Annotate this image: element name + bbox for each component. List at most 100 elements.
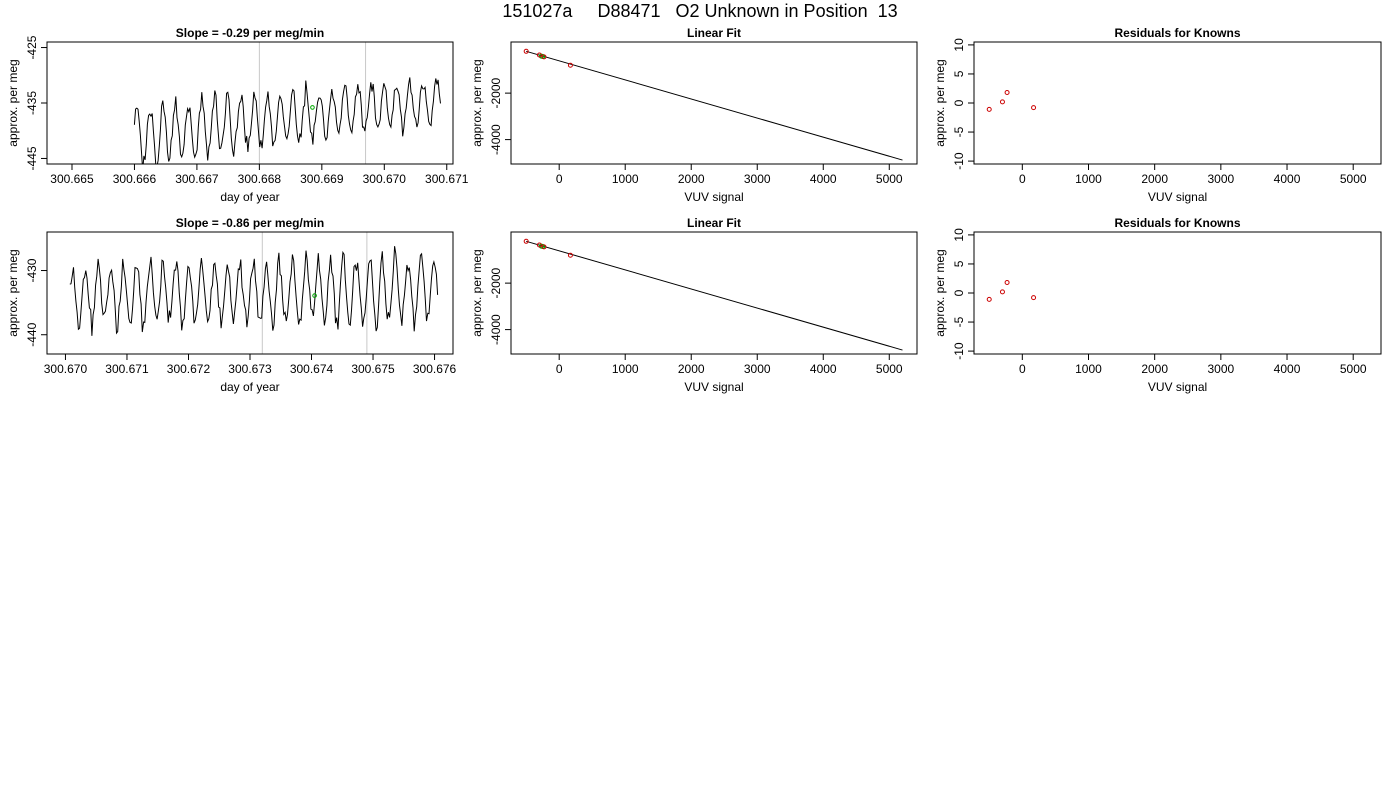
x-tick-label: 300.673 <box>228 362 272 376</box>
plot-frame <box>510 41 918 165</box>
x-tick-label: 2000 <box>678 172 705 186</box>
x-tick-label: 5000 <box>1340 172 1367 186</box>
x-axis-label: VUV signal <box>1148 190 1207 204</box>
x-tick-label: 1000 <box>1075 362 1102 376</box>
known-point <box>536 242 542 248</box>
chart-title: Slope = -0.86 per meg/min <box>176 216 324 230</box>
known-point <box>986 296 992 302</box>
unknown-point <box>310 105 315 110</box>
x-tick-label: 4000 <box>1274 172 1301 186</box>
y-tick-label: -2000 <box>489 77 503 108</box>
x-tick-label: 1000 <box>1075 172 1102 186</box>
chart-resid-top: Residuals for Knowns 0 1000 2000 3000 4000 500… <box>933 26 1382 204</box>
x-tick-label: 1000 <box>612 172 639 186</box>
chart-resid-bottom: Residuals for Knowns 0 1000 2000 3000 4000 500… <box>933 216 1382 394</box>
known-point <box>523 238 529 244</box>
series-line <box>133 77 441 164</box>
x-tick-label: 3000 <box>744 172 771 186</box>
x-tick-label: 300.668 <box>238 172 282 186</box>
plot-frame <box>46 231 454 355</box>
y-tick-label: 5 <box>952 260 966 267</box>
x-tick-label: 3000 <box>1207 172 1234 186</box>
x-axis-label: day of year <box>220 190 279 204</box>
series-line <box>69 246 439 336</box>
plot-area <box>986 280 1037 302</box>
y-tick-label: 10 <box>952 38 966 52</box>
known-point <box>1004 90 1010 96</box>
fit-line <box>526 50 903 161</box>
chart-title: Linear Fit <box>687 216 741 230</box>
y-tick-label: 5 <box>952 70 966 77</box>
known-point <box>986 106 992 112</box>
y-tick-label: -435 <box>25 91 39 115</box>
y-tick-label: -430 <box>25 258 39 282</box>
y-tick-label: -425 <box>25 35 39 59</box>
plot-area <box>986 90 1037 112</box>
x-tick-label: 300.670 <box>44 362 88 376</box>
x-tick-label: 300.674 <box>290 362 334 376</box>
known-point <box>1031 295 1037 301</box>
page-title: 151027a D88471 O2 Unknown in Position 13 <box>502 1 898 21</box>
y-tick-label: -440 <box>25 322 39 346</box>
x-tick-label: 300.669 <box>300 172 344 186</box>
plot-frame <box>973 41 1382 165</box>
y-axis-label: approx. per meg <box>470 249 484 336</box>
x-tick-label: 1000 <box>612 362 639 376</box>
x-tick-label: 0 <box>1019 172 1026 186</box>
chart-title: Linear Fit <box>687 26 741 40</box>
plot-frame <box>973 231 1382 355</box>
known-point <box>536 52 542 58</box>
y-tick-label: 0 <box>952 99 966 106</box>
plot-frame <box>46 41 454 165</box>
y-tick-label: -5 <box>952 316 966 327</box>
chart-fit-top: Linear Fit 0 1000 2000 3000 4000 5000 -4000 -200… <box>470 26 918 204</box>
x-tick-label: 300.671 <box>425 172 469 186</box>
fit-line <box>526 240 903 351</box>
known-point <box>567 252 573 258</box>
chart-fit-bottom: Linear Fit 0 1000 2000 3000 4000 5000 -4000 -200… <box>470 216 918 394</box>
x-tick-label: 300.675 <box>351 362 395 376</box>
known-point <box>1004 280 1010 286</box>
known-point <box>1031 105 1037 111</box>
known-point <box>999 289 1005 295</box>
plot-area <box>69 232 439 354</box>
plot-area <box>523 238 903 351</box>
x-tick-label: 2000 <box>1141 172 1168 186</box>
y-tick-label: 10 <box>952 228 966 242</box>
chart-time-top: Slope = -0.29 per meg/min 300.665 300.666 3… <box>6 26 469 204</box>
chart-title: Slope = -0.29 per meg/min <box>176 26 324 40</box>
known-point <box>523 48 529 54</box>
x-tick-label: 300.665 <box>50 172 94 186</box>
x-tick-label: 300.672 <box>167 362 211 376</box>
x-tick-label: 3000 <box>744 362 771 376</box>
x-tick-label: 5000 <box>1340 362 1367 376</box>
x-tick-label: 0 <box>1019 362 1026 376</box>
x-tick-label: 5000 <box>876 362 903 376</box>
y-tick-label: -445 <box>25 146 39 170</box>
y-axis-label: approx. per meg <box>933 249 947 336</box>
plot-area <box>133 42 441 164</box>
x-axis-label: day of year <box>220 380 279 394</box>
unknown-point <box>312 293 317 298</box>
y-tick-label: -4000 <box>489 124 503 155</box>
x-tick-label: 300.671 <box>105 362 149 376</box>
x-axis-label: VUV signal <box>684 380 743 394</box>
x-tick-label: 2000 <box>1141 362 1168 376</box>
x-tick-label: 0 <box>556 172 563 186</box>
x-tick-label: 300.667 <box>175 172 219 186</box>
x-tick-label: 4000 <box>810 362 837 376</box>
y-tick-label: -10 <box>952 152 966 170</box>
x-axis-label: VUV signal <box>1148 380 1207 394</box>
plot-area <box>523 48 903 161</box>
x-axis-label: VUV signal <box>684 190 743 204</box>
known-point <box>999 99 1005 105</box>
x-tick-label: 4000 <box>810 172 837 186</box>
chart-title: Residuals for Knowns <box>1114 26 1240 40</box>
y-tick-label: -10 <box>952 342 966 360</box>
y-axis-label: approx. per meg <box>6 59 20 146</box>
x-tick-label: 4000 <box>1274 362 1301 376</box>
y-tick-label: -4000 <box>489 314 503 345</box>
x-tick-label: 300.670 <box>363 172 407 186</box>
x-tick-label: 5000 <box>876 172 903 186</box>
